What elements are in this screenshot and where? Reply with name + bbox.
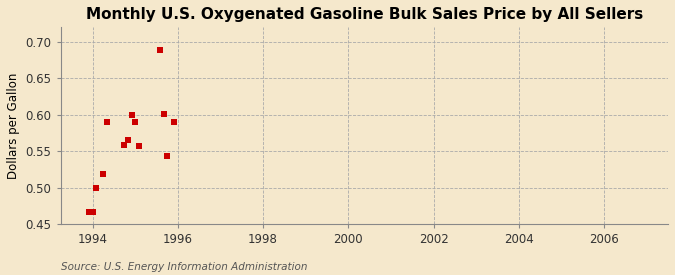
Point [155,48,165,52]
Text: Source: U.S. Energy Information Administration: Source: U.S. Energy Information Administ… [61,262,307,272]
Title: Monthly U.S. Oxygenated Gasoline Bulk Sales Price by All Sellers: Monthly U.S. Oxygenated Gasoline Bulk Sa… [86,7,643,22]
Point [162,153,173,158]
Point [119,142,130,147]
Point [122,138,133,142]
Y-axis label: Dollars per Gallon: Dollars per Gallon [7,73,20,179]
Point [87,210,98,214]
Point [101,120,112,124]
Point [130,120,140,124]
Point [90,185,101,190]
Point [133,144,144,148]
Point [126,112,137,117]
Point [159,112,169,116]
Point [169,120,180,124]
Point [84,210,95,214]
Point [98,172,109,176]
